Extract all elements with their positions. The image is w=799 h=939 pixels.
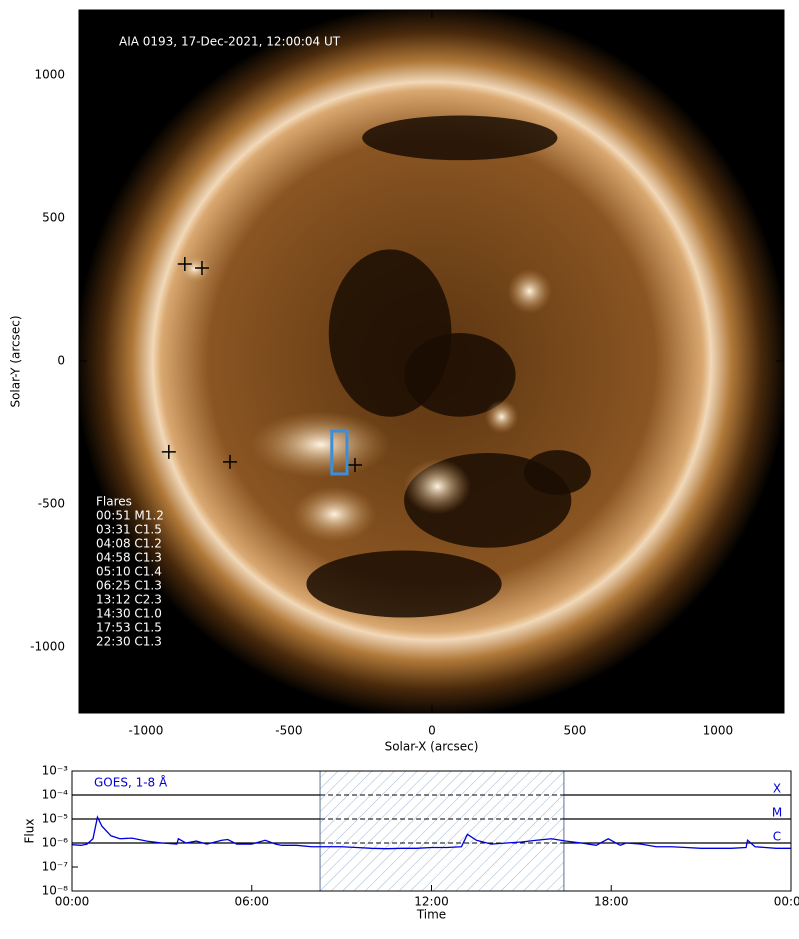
active-region <box>484 399 519 434</box>
y-tick-label: 10⁻⁶ <box>42 836 69 850</box>
x-tick-label: 12:00 <box>414 895 449 909</box>
flare-marker <box>223 454 238 469</box>
flare-list-item: 13:12 C2.3 <box>96 593 162 607</box>
x-tick-label: 00:00 <box>774 895 799 909</box>
y-tick-label: 0 <box>57 353 65 367</box>
flare-list-item: 17:53 C1.5 <box>96 621 162 635</box>
y-tick-label: 1000 <box>34 67 65 81</box>
x-tick-label: 18:00 <box>594 895 629 909</box>
flare-list-item: 00:51 M1.2 <box>96 509 164 523</box>
y-tick-label: 10⁻⁷ <box>42 860 69 874</box>
coronal-hole <box>306 550 502 618</box>
class-label: M <box>772 806 782 820</box>
y-axis-label: Flux <box>23 819 37 844</box>
flare-marker <box>161 444 176 459</box>
x-axis-label: Solar-X (arcsec) <box>385 740 479 754</box>
flare-list-item: 14:30 C1.0 <box>96 607 162 621</box>
flare-list-item: 04:08 C1.2 <box>96 537 162 551</box>
y-axis-label: Solar-Y (arcsec) <box>9 315 23 407</box>
coronal-hole <box>523 450 591 495</box>
flare-marker <box>177 256 192 271</box>
x-tick-label: 1000 <box>703 724 734 738</box>
class-label: X <box>773 782 781 796</box>
y-tick-label: -500 <box>38 496 65 510</box>
y-tick-label: 10⁻³ <box>42 764 69 778</box>
active-region <box>250 411 391 479</box>
flare-list-title: Flares <box>96 495 132 509</box>
active-region <box>292 486 377 543</box>
x-tick-label: 0 <box>428 724 436 738</box>
class-label: C <box>773 830 781 844</box>
x-tick-label: 06:00 <box>234 895 269 909</box>
flux-line <box>71 815 791 850</box>
x-tick-label: -1000 <box>128 724 163 738</box>
flare-list-item: 22:30 C1.3 <box>96 635 162 649</box>
sun-image <box>79 10 784 713</box>
legend-label: GOES, 1-8 Å <box>94 775 168 790</box>
flare-list-item: 05:10 C1.4 <box>96 565 162 579</box>
x-axis-label: Time <box>416 908 446 922</box>
y-tick-label: 500 <box>42 210 65 224</box>
coronal-hole <box>404 333 516 417</box>
active-region <box>178 254 212 283</box>
region-box <box>330 429 349 476</box>
y-tick-label: 10⁻⁵ <box>42 812 69 826</box>
solar-image-panel: -1000 -500 0 500 1000 -1000 -500 0 500 1000 Solar-… <box>9 9 785 754</box>
flare-list-item: 03:31 C1.5 <box>96 523 162 537</box>
y-tick-label: -1000 <box>30 639 65 653</box>
flare-marker <box>194 260 209 275</box>
flare-list-item: 06:25 C1.3 <box>96 579 162 593</box>
x-tick-label: -500 <box>275 724 302 738</box>
active-region <box>507 268 552 314</box>
x-tick-label: 500 <box>563 724 586 738</box>
flare-marker <box>347 458 362 473</box>
active-region <box>404 458 471 515</box>
x-tick-label: 00:00 <box>55 895 90 909</box>
flare-list-item: 04:58 C1.3 <box>96 551 162 565</box>
y-tick-label: 10⁻⁸ <box>42 884 69 898</box>
coronal-hole <box>362 115 558 161</box>
y-tick-label: 10⁻⁴ <box>42 788 69 802</box>
shaded-interval <box>319 770 565 892</box>
annotation: AIA 0193, 17-Dec-2021, 12:00:04 UT <box>119 35 341 49</box>
